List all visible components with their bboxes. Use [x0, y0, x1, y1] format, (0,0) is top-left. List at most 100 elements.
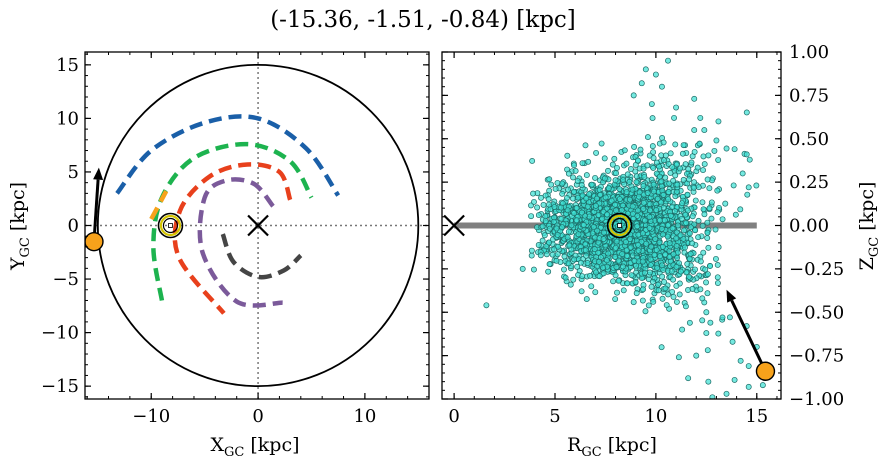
star-point	[592, 289, 599, 296]
star-point	[714, 274, 721, 281]
star-point	[630, 299, 637, 306]
star-point	[715, 157, 722, 163]
star-point	[669, 225, 676, 232]
star-point	[538, 194, 544, 201]
star-point	[621, 147, 628, 154]
star-point	[591, 246, 598, 253]
star-point	[692, 197, 699, 204]
star-point	[648, 243, 655, 250]
star-point	[744, 191, 751, 198]
star-point	[542, 218, 549, 225]
star-point	[635, 247, 642, 254]
star-point	[568, 222, 575, 229]
target-motion-arrow-xy-shaft	[92, 179, 100, 242]
star-point	[642, 66, 649, 73]
star-point	[561, 253, 568, 260]
star-point	[647, 262, 654, 269]
star-point	[565, 228, 572, 235]
sun-yellow-ring	[159, 214, 182, 237]
star-point	[704, 235, 711, 241]
star-point	[759, 382, 766, 389]
star-point	[722, 200, 729, 207]
star-point	[559, 190, 566, 197]
star-point	[546, 239, 553, 246]
star-point	[620, 177, 627, 183]
star-point	[661, 217, 668, 224]
star-point	[651, 251, 658, 258]
star-point	[688, 159, 695, 166]
star-point	[648, 101, 655, 108]
star-point	[658, 199, 665, 206]
star-point	[654, 264, 661, 271]
x-tick-label: 0	[448, 406, 459, 427]
star-point	[704, 219, 711, 226]
star-point	[687, 250, 694, 257]
star-point	[582, 247, 589, 254]
star-point	[714, 187, 721, 194]
star-point	[553, 257, 560, 264]
star-point	[543, 251, 550, 258]
left-panel-xy: −10 0 10 −15 −10 −5 0 5 10 15 XGC [kpc] YGC [kpc]	[7, 51, 430, 460]
star-point	[643, 240, 650, 247]
star-point	[578, 288, 585, 295]
star-point	[670, 251, 677, 258]
star-point	[574, 178, 581, 184]
star-point	[653, 159, 660, 166]
star-point	[668, 268, 675, 275]
y-tick-label: −0.75	[789, 346, 844, 367]
star-point	[642, 308, 649, 315]
star-point	[704, 347, 711, 354]
sun-outer-ring	[157, 212, 184, 239]
star-point	[657, 253, 663, 260]
star-point	[673, 161, 680, 168]
star-point	[656, 217, 663, 224]
star-point	[670, 177, 677, 184]
star-point	[672, 172, 679, 179]
star-point	[566, 242, 573, 249]
y-tick-label: 10	[56, 108, 79, 129]
star-point	[616, 186, 623, 193]
star-point	[571, 188, 578, 195]
star-point	[596, 273, 603, 280]
x-tick-label: 0	[252, 406, 263, 427]
star-point	[546, 225, 553, 232]
star-point	[682, 244, 688, 251]
star-point	[583, 195, 590, 202]
star-point	[588, 181, 595, 188]
star-point	[695, 184, 702, 191]
star-point	[632, 168, 639, 175]
star-point	[572, 168, 579, 174]
star-point	[709, 394, 716, 399]
star-point	[554, 251, 561, 258]
star-point	[673, 283, 680, 289]
star-point	[684, 261, 691, 267]
star-point	[541, 232, 548, 239]
star-point	[528, 213, 535, 220]
star-point	[650, 164, 657, 171]
star-point	[623, 247, 630, 254]
star-point	[604, 211, 611, 218]
star-point	[686, 255, 693, 262]
star-point	[714, 262, 721, 268]
star-point	[561, 266, 567, 273]
star-point	[707, 263, 714, 269]
star-point	[697, 286, 704, 293]
star-point	[545, 201, 552, 208]
star-point	[613, 170, 619, 177]
star-point	[630, 92, 637, 99]
star-point	[697, 114, 704, 121]
star-point	[588, 283, 595, 290]
star-point	[551, 246, 558, 253]
star-point	[659, 273, 666, 280]
star-point	[673, 263, 680, 270]
star-point	[703, 309, 710, 316]
star-point	[640, 286, 647, 293]
star-point	[714, 209, 721, 215]
star-point	[649, 278, 656, 285]
star-point	[689, 285, 696, 292]
star-point	[687, 224, 694, 231]
star-point	[584, 203, 591, 210]
star-point	[691, 179, 698, 186]
star-point	[731, 376, 738, 383]
